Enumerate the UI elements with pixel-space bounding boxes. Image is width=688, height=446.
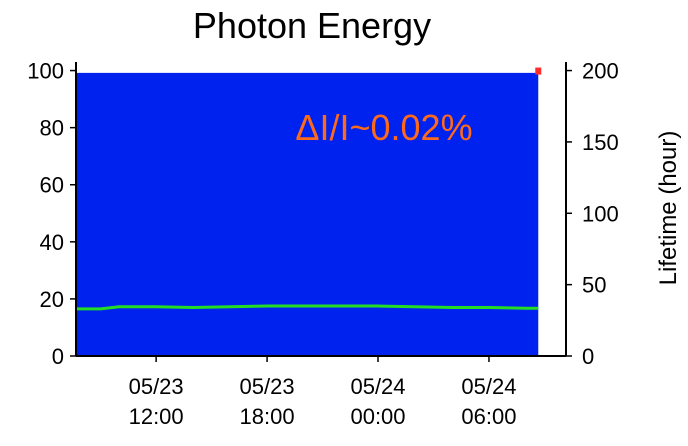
x-tick-label-time: 18:00 [240,404,295,429]
left-tick-label: 60 [40,173,64,198]
x-tick-label-date: 05/24 [350,374,405,399]
x-tick-label-time: 06:00 [461,404,516,429]
x-tick-label-date: 05/23 [129,374,184,399]
x-tick-label-date: 05/24 [461,374,516,399]
x-tick-label-date: 05/23 [240,374,295,399]
energy-fill-area [76,72,539,356]
right-tick-label: 100 [582,201,619,226]
right-tick-label: 0 [582,344,594,369]
delta-annotation: ΔI/I~0.02% [295,107,472,148]
end-marker [535,67,542,75]
right-tick-label: 200 [582,59,619,84]
right-tick-label: 50 [582,273,606,298]
left-tick-label: 100 [27,59,64,84]
left-tick-label: 40 [40,230,64,255]
lifetime-line [76,304,539,311]
left-tick-label: 80 [40,116,64,141]
left-tick-label: 20 [40,287,64,312]
right-axis-label: Lifetime (hour) [655,131,682,286]
x-tick-label-time: 00:00 [350,404,405,429]
chart-title: Photon Energy [193,5,431,46]
x-tick-label-time: 12:00 [129,404,184,429]
right-tick-label: 150 [582,130,619,155]
left-tick-label: 0 [52,344,64,369]
